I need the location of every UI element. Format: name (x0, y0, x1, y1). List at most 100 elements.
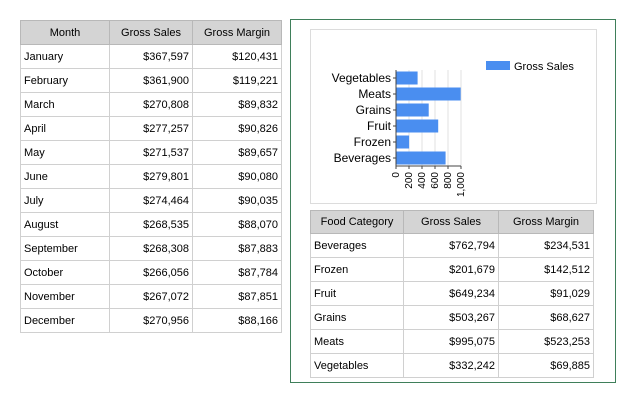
category-row: Fruit $649,234 $91,029 (310, 281, 594, 306)
label-cell: December (20, 308, 110, 333)
gross-sales-cell: $995,075 (403, 329, 499, 354)
gross-margin-cell: $120,431 (192, 44, 282, 69)
chart-category-label: Frozen (354, 135, 391, 149)
gross-sales-cell: $279,801 (109, 164, 193, 189)
gross-margin-cell: $88,166 (192, 308, 282, 333)
gross-margin-cell: $89,657 (192, 140, 282, 165)
month-row: May $271,537 $89,657 (20, 140, 282, 165)
label-cell: Grains (310, 305, 404, 330)
month-row: January $367,597 $120,431 (20, 44, 282, 69)
gross-sales-cell: $268,308 (109, 236, 193, 261)
gross-sales-cell: $270,956 (109, 308, 193, 333)
label-cell: Frozen (310, 257, 404, 282)
monthly-sales-table: Month Gross Sales Gross Margin January $3… (20, 20, 282, 333)
chart-x-tick-label: 0 (391, 172, 402, 178)
chart-x-tick-label: 600 (430, 172, 441, 189)
chart-x-tick-label: 200 (404, 172, 415, 189)
gross-sales-chart: Vegetables Meats Grains Fruit Frozen Beverage… (310, 29, 597, 204)
label-cell: February (20, 68, 110, 93)
gross-margin-cell: $87,784 (192, 260, 282, 285)
chart-bar (396, 151, 446, 165)
chart-bar (396, 135, 410, 149)
category-gross-sales-column-header[interactable]: Gross Sales (403, 210, 499, 234)
chart-bar (396, 103, 429, 117)
month-row: July $274,464 $90,035 (20, 188, 282, 213)
chart-svg: Vegetables Meats Grains Fruit Frozen Beverage… (332, 61, 574, 197)
month-row: September $268,308 $87,883 (20, 236, 282, 261)
gross-margin-cell: $119,221 (192, 68, 282, 93)
gross-margin-cell: $90,826 (192, 116, 282, 141)
gross-sales-cell: $201,679 (403, 257, 499, 282)
month-row: February $361,900 $119,221 (20, 68, 282, 93)
chart-bar (396, 71, 418, 85)
gross-sales-cell: $267,072 (109, 284, 193, 309)
gross-sales-cell: $649,234 (403, 281, 499, 306)
label-cell: July (20, 188, 110, 213)
gross-sales-cell: $367,597 (109, 44, 193, 69)
chart-x-tick-label: 800 (443, 172, 454, 189)
label-cell: May (20, 140, 110, 165)
gross-sales-cell: $266,056 (109, 260, 193, 285)
gross-sales-column-header[interactable]: Gross Sales (109, 20, 193, 45)
chart-x-tick-label: 400 (417, 172, 428, 189)
category-row: Frozen $201,679 $142,512 (310, 257, 594, 282)
month-row: October $266,056 $87,784 (20, 260, 282, 285)
chart-category-label: Fruit (367, 119, 392, 133)
category-row: Meats $995,075 $523,253 (310, 329, 594, 354)
label-cell: Meats (310, 329, 404, 354)
monthly-header-row: Month Gross Sales Gross Margin (20, 20, 282, 45)
food-category-column-header[interactable]: Food Category (310, 210, 404, 234)
label-cell: November (20, 284, 110, 309)
gross-margin-cell: $87,851 (192, 284, 282, 309)
gross-margin-cell: $91,029 (498, 281, 594, 306)
month-row: August $268,535 $88,070 (20, 212, 282, 237)
chart-category-label: Beverages (334, 151, 391, 165)
gross-margin-cell: $87,883 (192, 236, 282, 261)
category-row: Vegetables $332,242 $69,885 (310, 353, 594, 378)
gross-margin-cell: $142,512 (498, 257, 594, 282)
label-cell: June (20, 164, 110, 189)
gross-margin-cell: $68,627 (498, 305, 594, 330)
gross-sales-cell: $332,242 (403, 353, 499, 378)
month-row: June $279,801 $90,080 (20, 164, 282, 189)
gross-sales-cell: $277,257 (109, 116, 193, 141)
label-cell: April (20, 116, 110, 141)
gross-sales-cell: $503,267 (403, 305, 499, 330)
gross-margin-cell: $90,080 (192, 164, 282, 189)
label-cell: September (20, 236, 110, 261)
label-cell: Vegetables (310, 353, 404, 378)
chart-category-label: Grains (356, 103, 391, 117)
category-row: Grains $503,267 $68,627 (310, 305, 594, 330)
chart-bar (396, 87, 461, 101)
chart-x-tick-label: 1,000 (456, 172, 467, 197)
month-row: March $270,808 $89,832 (20, 92, 282, 117)
month-row: April $277,257 $90,826 (20, 116, 282, 141)
chart-category-label: Vegetables (332, 71, 391, 85)
gross-sales-cell: $268,535 (109, 212, 193, 237)
chart-bar (396, 119, 439, 133)
label-cell: Beverages (310, 233, 404, 258)
label-cell: March (20, 92, 110, 117)
month-column-header[interactable]: Month (20, 20, 110, 45)
gross-margin-cell: $234,531 (498, 233, 594, 258)
gross-sales-cell: $361,900 (109, 68, 193, 93)
category-row: Beverages $762,794 $234,531 (310, 233, 594, 258)
month-row: November $267,072 $87,851 (20, 284, 282, 309)
gross-margin-cell: $523,253 (498, 329, 594, 354)
gross-sales-cell: $271,537 (109, 140, 193, 165)
month-row: December $270,956 $88,166 (20, 308, 282, 333)
gross-margin-cell: $88,070 (192, 212, 282, 237)
gross-sales-cell: $270,808 (109, 92, 193, 117)
category-header-row: Food Category Gross Sales Gross Margin (310, 210, 594, 234)
label-cell: Fruit (310, 281, 404, 306)
chart-category-label: Meats (358, 87, 391, 101)
gross-margin-cell: $90,035 (192, 188, 282, 213)
chart-legend-swatch (486, 61, 510, 70)
category-gross-margin-column-header[interactable]: Gross Margin (498, 210, 594, 234)
chart-legend-label: Gross Sales (514, 61, 574, 73)
gross-margin-cell: $89,832 (192, 92, 282, 117)
gross-sales-cell: $762,794 (403, 233, 499, 258)
gross-sales-cell: $274,464 (109, 188, 193, 213)
gross-margin-cell: $69,885 (498, 353, 594, 378)
gross-margin-column-header[interactable]: Gross Margin (192, 20, 282, 45)
